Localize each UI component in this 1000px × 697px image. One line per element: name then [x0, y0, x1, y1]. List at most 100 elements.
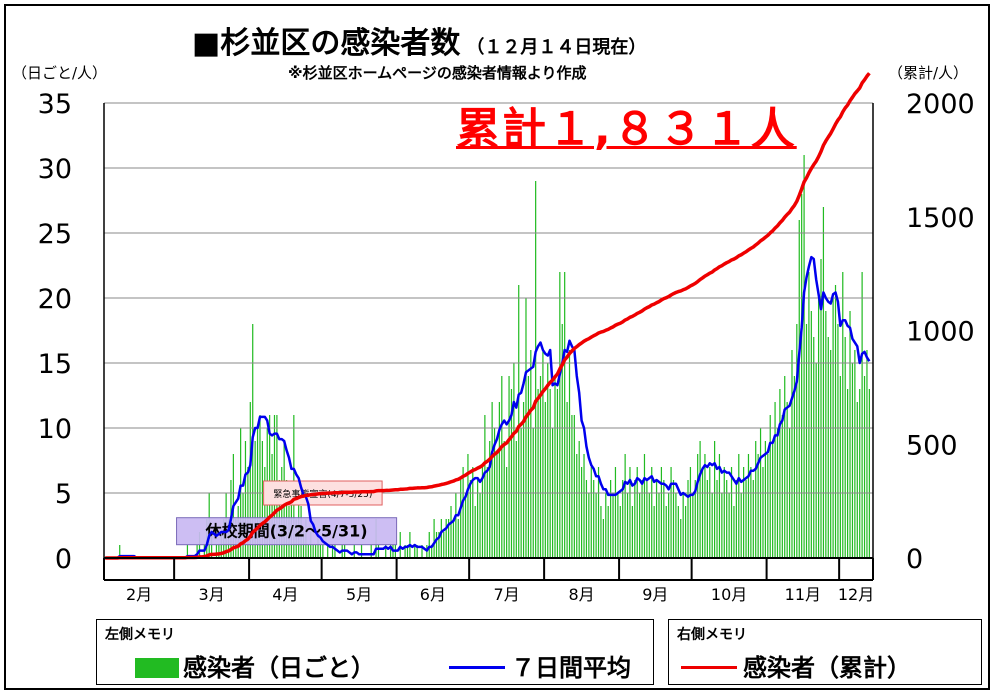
daily-bar — [559, 272, 561, 558]
chart-subtitle: ※杉並区ホームページの感染者情報より作成 — [288, 64, 587, 82]
daily-bar — [554, 376, 556, 558]
daily-bar — [784, 376, 786, 558]
month-label: 9月 — [642, 585, 668, 604]
daily-bars — [119, 155, 870, 558]
legend-label-avg: ７日間平均 — [511, 654, 631, 682]
daily-bar — [595, 493, 597, 558]
legend-right: 右側メモリ 感染者（累計） — [668, 619, 982, 685]
legend-bar-swatch — [135, 658, 179, 678]
daily-bar — [813, 337, 815, 558]
daily-bar — [515, 441, 517, 558]
daily-bar — [501, 376, 503, 558]
right-tick-label: 0 — [906, 544, 923, 575]
daily-bar — [479, 493, 481, 558]
daily-bar — [757, 454, 759, 558]
daily-bar — [462, 467, 464, 558]
daily-bar — [655, 480, 658, 558]
daily-bar — [452, 519, 455, 558]
daily-bar — [590, 467, 592, 558]
daily-bar — [469, 480, 471, 558]
daily-bar — [496, 454, 498, 558]
daily-bar — [728, 493, 730, 558]
daily-bar — [610, 480, 612, 558]
daily-bar — [641, 480, 643, 558]
daily-bar — [428, 532, 430, 558]
daily-bar — [692, 493, 694, 558]
daily-bar — [646, 480, 648, 558]
right-tick-label: 1000 — [906, 317, 975, 348]
daily-bar — [218, 545, 220, 558]
daily-bar — [542, 350, 544, 558]
daily-bar — [699, 441, 701, 558]
daily-bar — [805, 324, 808, 558]
daily-bar — [537, 389, 539, 558]
daily-bar — [820, 259, 822, 558]
daily-bar — [457, 519, 459, 558]
daily-bar — [307, 545, 309, 558]
daily-bar — [617, 493, 619, 558]
daily-bar — [716, 480, 718, 558]
daily-bar — [701, 467, 704, 558]
daily-bar — [687, 480, 689, 558]
daily-bar — [629, 467, 631, 558]
legend-left-title: 左側メモリ — [105, 627, 175, 643]
daily-bar — [827, 337, 829, 558]
daily-bar — [571, 415, 573, 558]
daily-bar — [578, 441, 580, 558]
total-count-label: 累計１,８３１人 — [456, 104, 797, 155]
daily-bar — [484, 415, 486, 558]
daily-bar — [718, 454, 721, 558]
daily-bar — [498, 402, 500, 558]
daily-bar — [750, 467, 752, 558]
legend-label-cumulative: 感染者（累計） — [743, 654, 911, 682]
daily-bar — [566, 402, 568, 558]
daily-bar — [767, 454, 769, 558]
legend-cum-swatch — [681, 666, 737, 669]
month-label: 2月 — [126, 585, 152, 604]
daily-bar — [472, 467, 474, 558]
daily-bar — [583, 454, 585, 558]
daily-bar — [738, 454, 740, 558]
daily-bar — [786, 402, 788, 558]
legend-label-daily: 感染者（日ごと） — [183, 654, 375, 682]
month-label: 12月 — [838, 585, 874, 604]
daily-bar — [264, 467, 266, 558]
left-axis-label: （日ごと/人） — [12, 64, 108, 82]
daily-bar — [513, 363, 515, 558]
daily-bar — [360, 545, 363, 558]
daily-bar — [588, 493, 590, 558]
daily-bar — [438, 532, 440, 558]
legend-item-daily: 感染者（日ごと） — [135, 648, 375, 683]
daily-bar — [612, 493, 614, 558]
daily-bar — [721, 493, 723, 558]
daily-bar — [486, 467, 488, 558]
chart-title: ■杉並区の感染者数 （１２月１４日現在） — [192, 26, 647, 61]
daily-bar — [815, 363, 817, 558]
daily-bar — [607, 506, 609, 558]
daily-bar — [556, 389, 559, 558]
daily-bar — [249, 402, 251, 558]
month-label: 5月 — [346, 585, 372, 604]
daily-bar — [489, 441, 491, 558]
daily-bar — [830, 350, 832, 558]
axes: 0 5 10 15 20 25 30 35 0 500 1000 1500 2000 2月 3月 4月 5月 6月… — [38, 89, 975, 604]
legend-avg-swatch — [449, 666, 505, 669]
daily-bar — [726, 480, 728, 558]
daily-bar — [643, 454, 646, 558]
daily-bar — [709, 467, 711, 558]
daily-bar — [665, 506, 667, 558]
daily-bar — [581, 467, 583, 558]
daily-bar — [798, 220, 800, 558]
daily-bar — [314, 545, 317, 558]
month-label: 10月 — [711, 585, 747, 604]
daily-bar — [530, 350, 532, 558]
daily-bar — [435, 532, 438, 558]
daily-bar — [406, 545, 409, 558]
daily-bar — [825, 311, 827, 558]
month-label: 3月 — [199, 585, 225, 604]
daily-bar — [801, 194, 803, 558]
daily-bar — [834, 285, 837, 558]
daily-bar — [547, 363, 549, 558]
school-closure-box — [176, 517, 398, 546]
